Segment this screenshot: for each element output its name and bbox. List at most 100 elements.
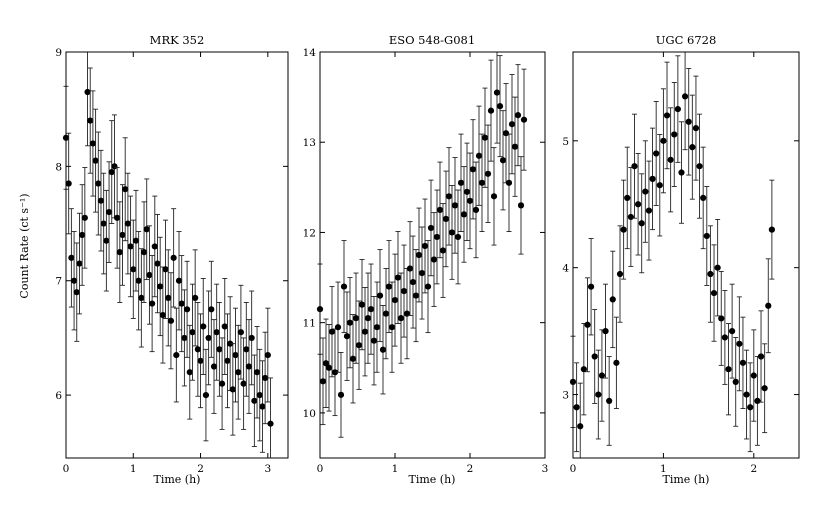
panel-3-point	[602, 283, 609, 379]
panel-1-point	[264, 307, 271, 403]
data-marker	[642, 188, 649, 195]
data-marker	[87, 117, 94, 124]
data-marker	[397, 315, 405, 322]
data-marker	[349, 355, 357, 362]
panel-3-point	[725, 323, 732, 416]
data-marker	[178, 300, 185, 307]
data-marker	[484, 170, 492, 177]
panel-3-point	[671, 81, 678, 187]
panel-1-point	[146, 225, 153, 325]
data-marker	[149, 300, 156, 307]
data-marker	[587, 283, 595, 290]
panel-1-point	[267, 377, 274, 459]
panel-1-point	[192, 249, 199, 347]
panel-1-point	[173, 307, 180, 403]
panel-3-point	[649, 127, 656, 231]
panel-1-point	[181, 289, 188, 387]
panel-1-point	[200, 277, 207, 375]
panel-2-point	[343, 291, 351, 381]
panel-3-point	[609, 250, 616, 349]
data-marker	[146, 271, 153, 279]
panel-3-point	[573, 362, 580, 453]
panel-1-point	[95, 131, 102, 236]
data-marker	[65, 180, 72, 187]
data-marker	[660, 137, 667, 144]
panel-1-point	[221, 277, 228, 375]
panel-2-point	[388, 281, 396, 373]
panel-3-point	[685, 68, 692, 176]
data-marker	[170, 254, 177, 261]
data-marker	[718, 315, 725, 322]
data-marker	[445, 193, 453, 200]
data-marker	[79, 231, 86, 239]
data-marker	[573, 404, 580, 411]
panel-3-point	[631, 113, 638, 219]
panel-2-point	[331, 328, 339, 417]
panel-2-frame	[319, 51, 546, 459]
panel-2-point	[349, 314, 357, 404]
panel-1-point	[248, 290, 255, 386]
panel-2-point	[361, 287, 369, 377]
data-marker	[388, 324, 396, 331]
panel-2-point	[478, 133, 486, 232]
data-marker	[322, 360, 330, 367]
data-marker	[114, 214, 121, 221]
panel-3-point	[765, 258, 772, 354]
panel-1-point	[81, 167, 88, 269]
data-marker	[208, 306, 215, 313]
data-marker	[127, 243, 134, 250]
panel-3-point	[768, 179, 775, 280]
data-marker	[700, 194, 707, 202]
data-marker	[334, 324, 342, 331]
data-marker	[768, 226, 775, 233]
panel-3-point	[736, 296, 743, 392]
data-marker	[197, 357, 204, 364]
data-marker	[97, 197, 105, 204]
panel-2-point	[472, 161, 480, 259]
panel-1-point	[135, 231, 142, 331]
data-marker	[598, 372, 606, 379]
panel-3-xlabel: Time (h)	[663, 473, 710, 486]
data-marker	[454, 233, 462, 241]
data-marker	[754, 397, 761, 405]
panel-3-point	[750, 329, 757, 422]
panel-3-xtick-label: 0	[570, 463, 577, 475]
data-marker	[382, 310, 390, 317]
panel-1-point	[130, 219, 137, 319]
panel-3-title: UGC 6728	[656, 33, 717, 47]
panel-3: UGC 6728 0 1 2 3 4 5 Time (h)	[562, 33, 800, 486]
data-marker	[430, 256, 438, 263]
panel-2-point	[517, 156, 525, 255]
data-marker	[221, 323, 228, 330]
panel-1-point	[245, 319, 253, 414]
panel-2-point	[460, 166, 468, 263]
panel-1-point	[70, 231, 78, 331]
panel-3-point	[653, 101, 660, 206]
data-marker	[721, 334, 728, 341]
data-marker	[159, 311, 166, 319]
data-marker	[267, 420, 274, 427]
data-marker	[487, 107, 495, 114]
panel-2-title: ESO 548-G081	[389, 33, 475, 47]
panel-1-point	[216, 302, 223, 397]
panel-2-point	[337, 351, 345, 438]
data-marker	[76, 260, 83, 267]
panel-2-point	[457, 133, 465, 232]
panel-2-ytick-label: 10	[303, 408, 316, 420]
panel-1-point	[202, 348, 210, 442]
data-marker	[729, 328, 736, 335]
panel-1-point	[84, 51, 91, 147]
data-marker	[451, 202, 459, 209]
data-marker	[157, 283, 164, 290]
data-marker	[227, 340, 234, 347]
panel-2-point	[367, 263, 375, 355]
data-marker	[138, 294, 145, 301]
data-marker	[613, 359, 620, 366]
data-marker	[367, 306, 375, 313]
panel-3-point	[577, 382, 584, 459]
panel-1-point	[100, 172, 107, 275]
panel-1-point	[132, 189, 140, 292]
panel-2-point	[373, 281, 381, 373]
data-marker	[511, 143, 519, 150]
